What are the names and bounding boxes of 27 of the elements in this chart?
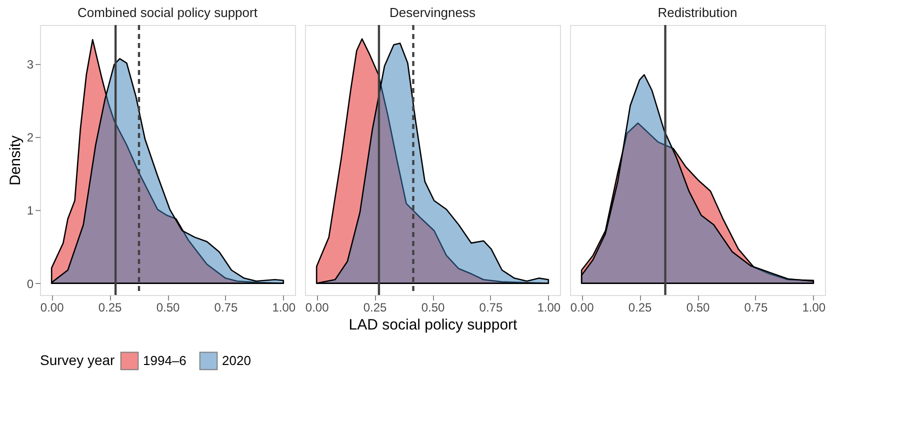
y-tick-label: 0 bbox=[26, 276, 34, 291]
x-tick-label: 0.50 bbox=[686, 300, 710, 314]
x-tick-label: 0.75 bbox=[744, 300, 768, 314]
x-tick-label: 0.50 bbox=[421, 300, 445, 314]
y-tick-label: 1 bbox=[26, 204, 34, 218]
x-tick-label: 0.25 bbox=[98, 300, 122, 314]
x-tick-label: 0.00 bbox=[570, 300, 594, 314]
x-tick-label: 0.75 bbox=[479, 300, 503, 314]
legend-label: 1994–6 bbox=[143, 352, 186, 368]
x-tick-label: 1.00 bbox=[802, 300, 826, 314]
x-tick-label: 1.00 bbox=[537, 300, 561, 314]
y-tick-label: 3 bbox=[26, 57, 34, 72]
chart-title: Redistribution bbox=[658, 4, 738, 20]
x-tick-label: 1.00 bbox=[272, 300, 296, 314]
legend-label: 2020 bbox=[222, 352, 251, 368]
y-tick-label: 2 bbox=[26, 130, 34, 144]
chart-title: Deservingness bbox=[390, 4, 476, 20]
x-tick-label: 0.75 bbox=[214, 300, 238, 314]
x-tick-label: 0.00 bbox=[305, 300, 330, 314]
y-axis-title: Density bbox=[6, 135, 24, 186]
chart-title: Combined social policy support bbox=[78, 4, 258, 20]
x-tick-label: 0.25 bbox=[363, 300, 388, 314]
x-tick-label: 0.50 bbox=[156, 300, 180, 314]
x-tick-label: 0.25 bbox=[628, 300, 652, 314]
legend-title: Survey year bbox=[40, 352, 116, 368]
x-tick-label: 0.00 bbox=[40, 300, 64, 314]
x-axis-title: LAD social policy support bbox=[348, 316, 518, 334]
